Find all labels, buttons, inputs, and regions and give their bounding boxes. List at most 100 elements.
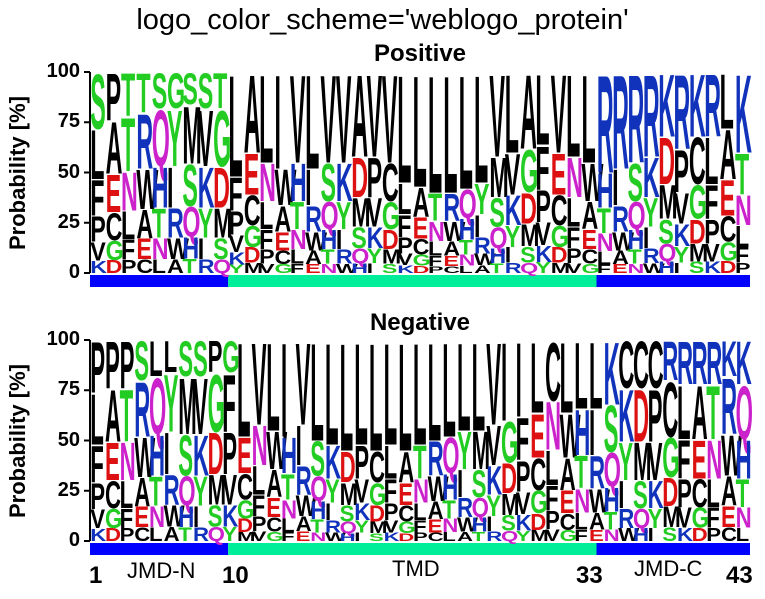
logo-letter: N (321, 262, 338, 277)
logo-letter: P (384, 498, 399, 525)
logo-letter: Q (501, 528, 518, 544)
logo-letter: K (516, 510, 532, 535)
logo-letter: D (382, 225, 399, 255)
logo-letter-dominant: S (182, 64, 198, 114)
logo-letter: Y (228, 262, 244, 275)
logo-letter: Q (736, 370, 753, 456)
logo-letter: R (167, 202, 184, 248)
logo-letter-dominant: G (222, 333, 239, 382)
logo-letter: C (136, 256, 153, 278)
logo-letter-dominant: A (520, 53, 537, 172)
logo-letter: E (560, 484, 575, 520)
logo-letter: M (351, 191, 370, 236)
logo-letter-dominant: S (134, 332, 149, 394)
logo-letter: W (274, 160, 296, 217)
logo-letter-dominant: C (648, 328, 664, 403)
panel-title-positive: Positive (373, 40, 467, 67)
logo-letter: K (704, 259, 721, 277)
logo-letter: C (581, 245, 598, 268)
logo-letter: F (397, 209, 411, 244)
logo-letter: A (164, 524, 180, 546)
logo-letter: A (274, 199, 291, 240)
logo-letter: Y (505, 220, 521, 254)
logo-letter: Y (354, 518, 369, 537)
logo-letter: S (489, 191, 505, 236)
logo-letter: A (560, 449, 576, 500)
logo-letter-dominant: L (398, 313, 412, 484)
logo-letter: W (643, 261, 666, 276)
logo-letter-dominant: P (105, 328, 120, 403)
logo-letter-dominant: R (643, 50, 660, 182)
logo-letter: N (442, 515, 458, 536)
logo-letter: L (152, 256, 166, 278)
logo-letter: Q (340, 519, 357, 537)
logo-letter-dominant: T (213, 65, 227, 120)
logo-letter: W (560, 401, 581, 470)
logo-letter: E (106, 164, 122, 224)
logo-letter: Q (182, 199, 200, 246)
logo-letter: M (551, 260, 570, 276)
logo-letter-dominant: S (90, 59, 106, 146)
logo-letter: D (244, 243, 261, 267)
logo-letter: V (222, 467, 237, 515)
logo-letter: Y (367, 244, 383, 268)
logo-letter: R (296, 457, 312, 503)
logo-letter: F (290, 262, 304, 277)
logo-letter: S (662, 524, 677, 545)
logo-letter: R (198, 256, 215, 278)
logo-letter: H (351, 261, 368, 276)
logo-letter: C (244, 188, 261, 235)
logo-letter: W (457, 514, 478, 536)
logo-letter: S (472, 461, 487, 505)
logo-letter-dominant: P (120, 328, 135, 403)
logo-letter: A (692, 370, 708, 456)
logo-letter: H (597, 164, 614, 219)
logo-letter: E (530, 401, 545, 470)
logo-letter: R (486, 528, 502, 544)
logo-letter: A (296, 511, 312, 535)
logo-letter: H (281, 429, 297, 485)
logo-letter-dominant: R (677, 328, 693, 397)
logo-letter: K (90, 526, 107, 545)
logo-letter: K (354, 498, 370, 525)
logo-letter: W (428, 470, 449, 509)
logo-letter: M (208, 467, 227, 515)
logo-letter: L (252, 457, 266, 503)
logo-letter: R (618, 504, 634, 535)
logo-letter: I (648, 526, 654, 546)
logo-letter: H (290, 153, 307, 213)
logo-letter: L (428, 237, 442, 260)
logo-letter: D (530, 508, 546, 535)
logo-letter: G (237, 496, 254, 525)
logo-letter-dominant: R (628, 50, 645, 190)
logo-letter-dominant: S (193, 332, 208, 388)
logo-letter: V (252, 528, 268, 544)
logo-letter: P (545, 507, 560, 536)
logo-letter: F (704, 175, 718, 228)
logo-letter-dominant: L (428, 43, 442, 229)
logo-letter: R (612, 199, 629, 240)
logo-letter: E (244, 143, 260, 207)
logo-letter: E (105, 432, 120, 492)
logo-letter: W (167, 232, 190, 265)
logo-letter: E (551, 143, 567, 207)
logo-letter: V (566, 261, 582, 276)
logo-letter: Q (321, 194, 339, 238)
logo-letter: V (648, 432, 663, 492)
y-tick-label: 100 (46, 328, 80, 350)
logo-letter-dominant: L (443, 43, 457, 229)
y-tick-label: 75 (57, 110, 80, 133)
logo-letter: Q (489, 221, 507, 254)
logo-letter: M (530, 528, 549, 545)
region-label-jmd-c: JMD-C (634, 556, 703, 581)
logo-letter: F (735, 243, 749, 267)
logo-letter: F (428, 253, 442, 270)
logo-letter: I (486, 511, 492, 535)
logo-letter: H (472, 514, 488, 536)
logo-letter: Q (472, 493, 489, 524)
logo-letter: F (516, 406, 530, 474)
logo-letter: F (120, 504, 134, 535)
logo-letter-dominant: L (413, 315, 427, 477)
logo-letter: V (535, 215, 551, 252)
logo-letter: D (501, 455, 517, 503)
